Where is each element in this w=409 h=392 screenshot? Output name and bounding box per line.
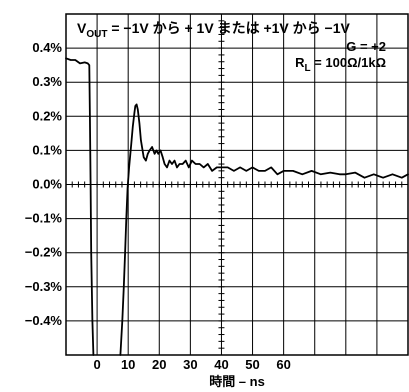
- y-tick-label: 0.4%: [32, 40, 62, 55]
- x-tick-label: 10: [121, 357, 135, 372]
- x-tick-label: 30: [183, 357, 197, 372]
- load-symbol: R: [295, 55, 305, 70]
- series-line: [119, 103, 409, 356]
- gain-annotation: G = +2: [346, 39, 386, 54]
- y-tick-label: −0.4%: [25, 313, 63, 328]
- y-tick-label: 0.0%: [32, 177, 62, 192]
- x-tick-label: 0: [93, 357, 100, 372]
- y-tick-label: −0.1%: [25, 211, 63, 226]
- y-tick-label: 0.2%: [32, 108, 62, 123]
- y-tick-label: −0.3%: [25, 279, 63, 294]
- title-symbol: V: [77, 20, 87, 36]
- x-tick-label: 60: [276, 357, 290, 372]
- series-line: [65, 57, 95, 356]
- load-subscript: L: [304, 63, 310, 74]
- load-text: = 100Ω/1kΩ: [311, 55, 386, 70]
- x-axis-label: 時間 – ns: [209, 374, 265, 389]
- series-group: [65, 57, 409, 356]
- y-tick-label: −0.2%: [25, 245, 63, 260]
- load-annotation: RL = 100Ω/1kΩ: [295, 55, 386, 74]
- x-tick-label: 40: [214, 357, 228, 372]
- chart-title: VOUT = −1V から + 1V または +1V から −1V: [77, 20, 350, 40]
- title-text: = −1V から + 1V または +1V から −1V: [107, 20, 350, 36]
- title-subscript: OUT: [86, 29, 107, 40]
- y-tick-label: 0.3%: [32, 74, 62, 89]
- minor-ticks: [65, 13, 409, 356]
- x-tick-label: 50: [245, 357, 259, 372]
- x-tick-labels: 0 10 20 30 40 50 60: [93, 357, 290, 372]
- y-tick-labels: 0.4% 0.3% 0.2% 0.1% 0.0% −0.1% −0.2% −0.3% −0.4%: [25, 40, 63, 328]
- x-tick-label: 20: [152, 357, 166, 372]
- plot-frame: [65, 13, 409, 356]
- y-tick-label: 0.1%: [32, 142, 62, 157]
